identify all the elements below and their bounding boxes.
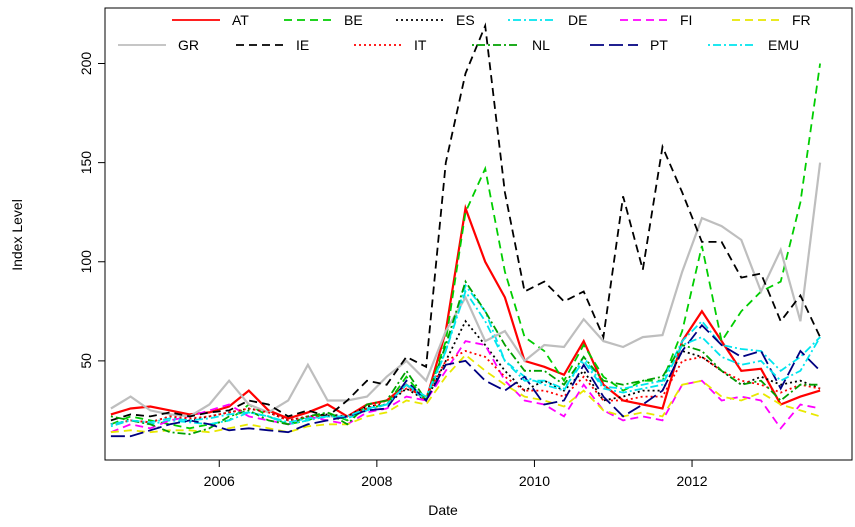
legend-label: GR [178,37,199,53]
legend-label: DE [568,12,587,28]
series-line [110,162,822,418]
series-line [110,63,821,430]
series-line [110,279,821,436]
legend-label: FR [792,12,811,28]
x-tick-label: 2008 [361,473,392,489]
y-axis-label: Index Level [9,199,25,271]
legend-label: FI [680,12,692,28]
series-line [110,22,821,422]
series-line [110,353,821,434]
x-axis-label: Date [428,502,458,518]
x-tick-label: 2010 [519,473,550,489]
series-line [110,350,821,426]
series-line [110,340,821,434]
x-tick-label: 2012 [676,473,707,489]
legend-label: IT [414,37,427,53]
series-line [110,323,821,438]
y-tick-label: 100 [78,250,94,274]
legend-label: PT [650,37,668,53]
y-tick-label: 150 [78,151,94,175]
y-tick-label: 200 [78,52,94,76]
legend-label: ES [456,12,475,28]
legend-label: NL [532,37,550,53]
legend-label: BE [344,12,363,28]
series-line [110,289,821,426]
series-line [110,283,821,428]
plot-box [104,7,853,461]
legend-label: EMU [768,37,799,53]
legend-label: AT [232,12,249,28]
y-tick-label: 50 [78,353,94,369]
series-line [110,203,821,420]
legend-label: IE [296,37,309,53]
x-tick-label: 2006 [204,473,235,489]
